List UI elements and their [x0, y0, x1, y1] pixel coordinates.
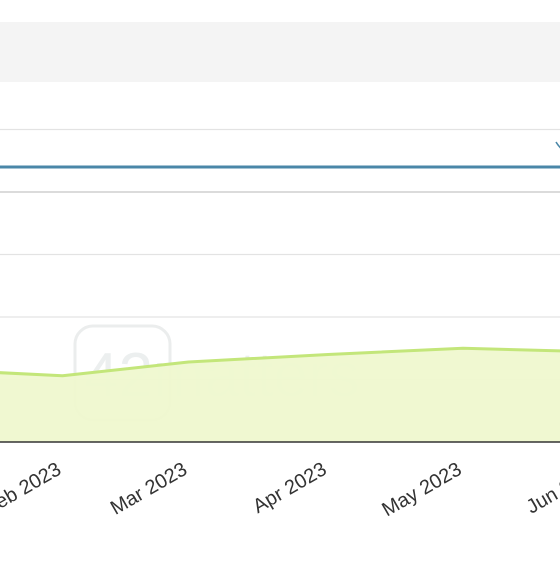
- x-tick-label: Feb 2023: [0, 458, 65, 519]
- x-tick-label: Apr 2023: [249, 458, 330, 518]
- x-tick-label: Jun 2023: [523, 458, 560, 518]
- series-layer: [0, 165, 560, 442]
- offscreen-line-fragment: [555, 141, 560, 149]
- x-tick-label: Mar 2023: [107, 458, 191, 519]
- x-tick-label: May 2023: [378, 458, 465, 521]
- area-series-fill: [0, 348, 560, 442]
- x-axis-ticks: Feb 2023 Mar 2023 Apr 2023 May 2023 Jun 2023: [0, 458, 560, 521]
- area-series-line: [0, 346, 560, 378]
- chart-header-band: [0, 22, 560, 82]
